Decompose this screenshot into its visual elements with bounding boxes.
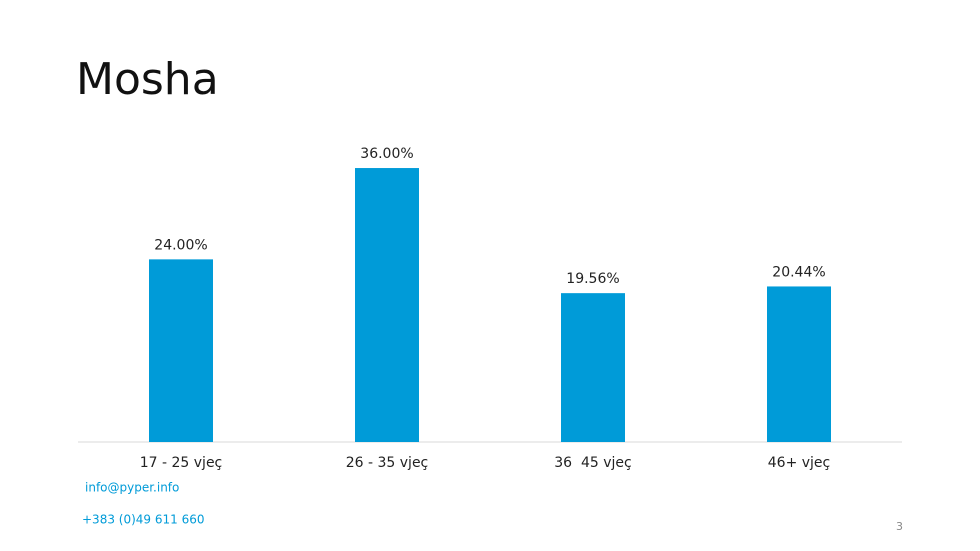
value-label: 20.44%	[772, 264, 825, 280]
email: info@pyper.info	[85, 481, 179, 495]
x-tick-label: 26 - 35 vjeç	[346, 455, 429, 471]
phone: +383 (0)49 611 660	[82, 513, 204, 527]
bar	[149, 259, 213, 442]
chart-title: Mosha	[76, 54, 219, 105]
bar	[767, 286, 831, 442]
value-label: 19.56%	[566, 271, 619, 287]
bar	[355, 168, 419, 443]
x-tick-label: 36 45 vjeç	[554, 455, 631, 471]
value-label: 36.00%	[360, 146, 413, 162]
x-tick-label: 17 - 25 vjeç	[140, 455, 223, 471]
page-number: 3	[896, 520, 903, 533]
bar	[561, 293, 625, 442]
value-label: 24.00%	[154, 237, 207, 253]
x-tick-label: 46+ vjeç	[768, 455, 830, 471]
